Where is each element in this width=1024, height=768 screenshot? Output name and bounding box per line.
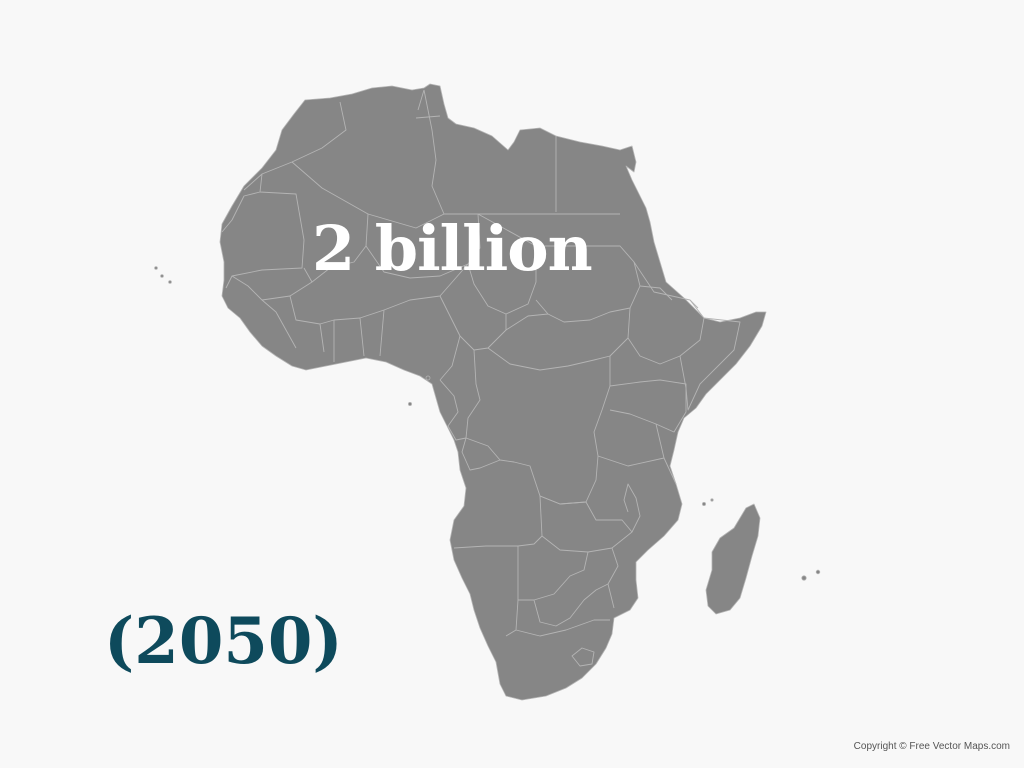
border-west-africa [231, 263, 469, 362]
island-bioko [425, 375, 431, 381]
border-niger [365, 213, 481, 279]
border-ethiopia [627, 261, 705, 365]
africa-mainland [219, 83, 767, 701]
population-stat: 2 billion [312, 212, 593, 285]
border-namibia [505, 546, 519, 637]
border-angola [453, 437, 543, 549]
island-comoros [702, 501, 707, 506]
island-seychelles [710, 498, 714, 502]
border-mali [291, 161, 369, 283]
border-east-africa [597, 379, 687, 485]
copyright-text: Copyright © Free Vector Maps.com [853, 741, 1010, 752]
island-cape-verde-3 [168, 280, 172, 284]
island-cape-verde-1 [154, 266, 158, 270]
island-sao-tome [407, 401, 412, 406]
border-sudan [535, 245, 641, 323]
border-horn-djibouti [689, 299, 699, 309]
border-botswana [518, 551, 609, 627]
border-eritrea [639, 285, 673, 301]
border-south-africa [515, 619, 610, 637]
island-mauritius [801, 575, 807, 581]
border-congo-gabon [439, 379, 467, 441]
border-drc [465, 349, 611, 505]
border-lesotho [571, 647, 595, 667]
border-libya-egypt [478, 136, 620, 215]
madagascar [705, 503, 761, 615]
island-reunion [815, 569, 821, 575]
border-zambia [539, 495, 633, 553]
border-chad [467, 213, 537, 315]
border-tunisia [415, 89, 441, 119]
island-cape-verde-2 [160, 274, 164, 278]
border-morocco-algeria [291, 101, 347, 163]
border-mozambique [607, 483, 641, 609]
year-label: (2050) [104, 604, 343, 679]
